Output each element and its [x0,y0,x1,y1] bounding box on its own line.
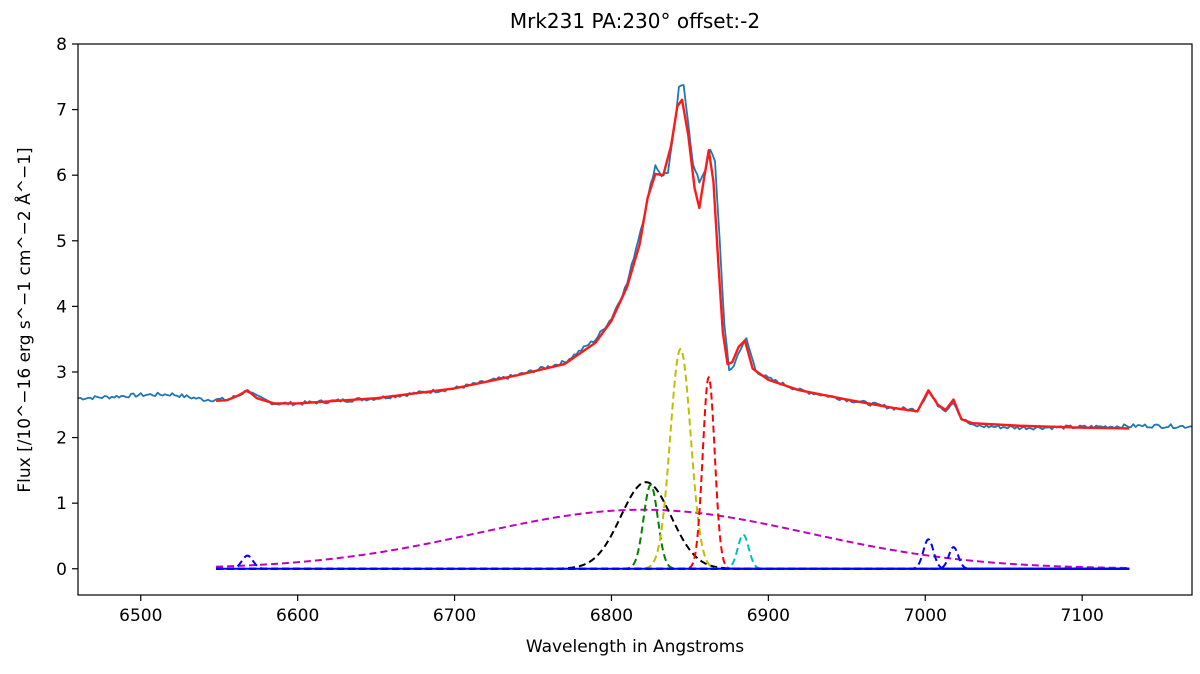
y-axis-label: Flux [/10^−16 erg s^−1 cm^−2 Å^−1] [13,147,35,492]
component-line-7 [215,533,1130,570]
component-line-5 [215,348,1130,570]
y-tick-label: 7 [56,101,67,121]
y-tick-label: 8 [56,35,67,55]
series-layer [78,84,1192,570]
x-tick-label: 6600 [276,606,319,626]
x-tick-label: 6700 [433,606,476,626]
y-tick-label: 5 [56,232,67,252]
x-tick-label: 6500 [119,606,162,626]
broad-component-line-2 [215,508,1130,570]
chart-title: Mrk231 PA:230° offset:-2 [510,9,760,33]
x-tick-label: 6800 [590,606,633,626]
total-fit-line-1 [215,98,1130,430]
y-tick-label: 3 [56,363,67,383]
y-axis-ticks: 0 1 2 3 4 5 6 7 8 [56,35,78,580]
x-tick-label: 7100 [1061,606,1104,626]
plot-frame [77,43,1193,596]
x-tick-label: 7000 [904,606,947,626]
y-tick-label: 4 [56,297,67,317]
component-line-9 [215,538,1130,570]
y-tick-label: 1 [56,494,67,514]
y-tick-label: 6 [56,166,67,186]
x-tick-label: 6900 [747,606,790,626]
y-tick-label: 2 [56,429,67,449]
x-axis-ticks: 6500 6600 6700 6800 6900 7000 7100 [119,595,1104,626]
x-axis-label: Wavelength in Angstroms [526,637,744,657]
component-line-10 [215,546,1130,570]
y-tick-label: 0 [56,560,67,580]
